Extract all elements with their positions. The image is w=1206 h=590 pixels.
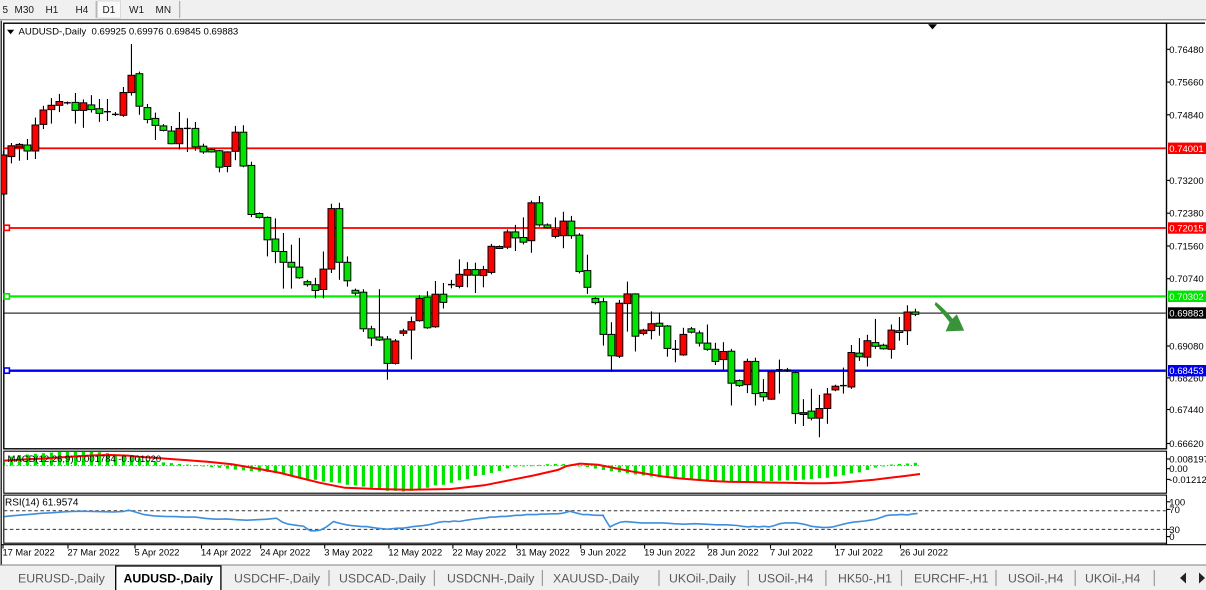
svg-text:0.69080: 0.69080: [1169, 342, 1203, 353]
svg-text:0.73200: 0.73200: [1169, 176, 1203, 187]
svg-text:0.70302: 0.70302: [1169, 292, 1203, 303]
svg-text:USDCAD-,Daily: USDCAD-,Daily: [339, 572, 427, 586]
svg-text:EURUSD-,Daily: EURUSD-,Daily: [18, 572, 106, 586]
svg-text:5: 5: [3, 5, 9, 16]
svg-text:0.00: 0.00: [1169, 464, 1188, 475]
svg-text:USDCNH-,Daily: USDCNH-,Daily: [447, 572, 535, 586]
svg-text:19 Jun 2022: 19 Jun 2022: [644, 548, 695, 558]
svg-text:EURCHF-,H1: EURCHF-,H1: [914, 572, 989, 586]
svg-text:0.72015: 0.72015: [1169, 224, 1203, 235]
svg-text:0.74840: 0.74840: [1169, 110, 1203, 121]
svg-text:0.69883: 0.69883: [1169, 309, 1203, 320]
svg-text:HK50-,H1: HK50-,H1: [838, 572, 892, 586]
svg-text:0.70740: 0.70740: [1169, 274, 1203, 285]
svg-text:0.68453: 0.68453: [1169, 366, 1203, 377]
svg-text:12 May 2022: 12 May 2022: [388, 548, 442, 558]
svg-text:17 Jul 2022: 17 Jul 2022: [835, 548, 883, 558]
svg-text:3 May 2022: 3 May 2022: [324, 548, 373, 558]
svg-text:H1: H1: [46, 5, 59, 16]
svg-text:31 May 2022: 31 May 2022: [516, 548, 570, 558]
svg-text:USOil-,H4: USOil-,H4: [1008, 572, 1064, 586]
svg-text:AUDUSD-,Daily 0.69925 0.69976: AUDUSD-,Daily 0.69925 0.69976 0.69845 0.…: [19, 27, 239, 38]
svg-text:0.66620: 0.66620: [1169, 439, 1203, 450]
svg-text:30: 30: [1169, 525, 1180, 536]
svg-text:MN: MN: [156, 5, 172, 16]
svg-text:0.71560: 0.71560: [1169, 242, 1203, 253]
svg-text:0.72380: 0.72380: [1169, 209, 1203, 220]
svg-text:AUDUSD-,Daily: AUDUSD-,Daily: [124, 572, 214, 586]
svg-text:0.67440: 0.67440: [1169, 405, 1203, 416]
svg-text:70: 70: [1169, 505, 1180, 516]
svg-text:MACD(12,26,9) 0.001784 -0.0010: MACD(12,26,9) 0.001784 -0.001020: [8, 454, 162, 465]
svg-text:9 Jun 2022: 9 Jun 2022: [580, 548, 626, 558]
svg-text:7 Jul 2022: 7 Jul 2022: [770, 548, 813, 558]
svg-text:-0.01212: -0.01212: [1169, 475, 1206, 486]
svg-text:UKOil-,Daily: UKOil-,Daily: [669, 572, 737, 586]
svg-text:22 May 2022: 22 May 2022: [452, 548, 506, 558]
svg-text:100: 100: [1169, 497, 1185, 508]
svg-text:14 Apr 2022: 14 Apr 2022: [201, 548, 251, 558]
svg-text:XAUUSD-,Daily: XAUUSD-,Daily: [553, 572, 640, 586]
svg-text:26 Jul 2022: 26 Jul 2022: [900, 548, 948, 558]
svg-text:27 Mar 2022: 27 Mar 2022: [68, 548, 120, 558]
svg-text:RSI(14) 61.9574: RSI(14) 61.9574: [5, 497, 79, 508]
svg-text:H4: H4: [76, 5, 89, 16]
svg-text:M30: M30: [15, 5, 35, 16]
svg-text:USOil-,H4: USOil-,H4: [758, 572, 814, 586]
svg-text:17 Mar 2022: 17 Mar 2022: [3, 548, 55, 558]
svg-text:28 Jun 2022: 28 Jun 2022: [708, 548, 759, 558]
svg-text:24 Apr 2022: 24 Apr 2022: [260, 548, 310, 558]
svg-text:0.74001: 0.74001: [1169, 144, 1203, 155]
svg-text:D1: D1: [103, 5, 116, 16]
svg-text:5 Apr 2022: 5 Apr 2022: [135, 548, 180, 558]
svg-text:USDCHF-,Daily: USDCHF-,Daily: [234, 572, 321, 586]
svg-text:0: 0: [1169, 532, 1174, 543]
svg-text:0.76480: 0.76480: [1169, 45, 1203, 56]
svg-text:0.008197: 0.008197: [1169, 455, 1206, 466]
svg-text:0.68260: 0.68260: [1169, 373, 1203, 384]
svg-text:W1: W1: [129, 5, 144, 16]
svg-text:0.75660: 0.75660: [1169, 78, 1203, 89]
svg-text:UKOil-,H4: UKOil-,H4: [1085, 572, 1141, 586]
